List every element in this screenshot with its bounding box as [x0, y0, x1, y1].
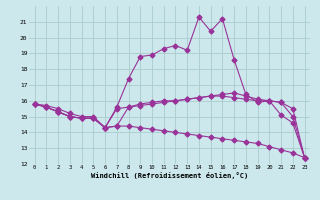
X-axis label: Windchill (Refroidissement éolien,°C): Windchill (Refroidissement éolien,°C): [91, 172, 248, 179]
